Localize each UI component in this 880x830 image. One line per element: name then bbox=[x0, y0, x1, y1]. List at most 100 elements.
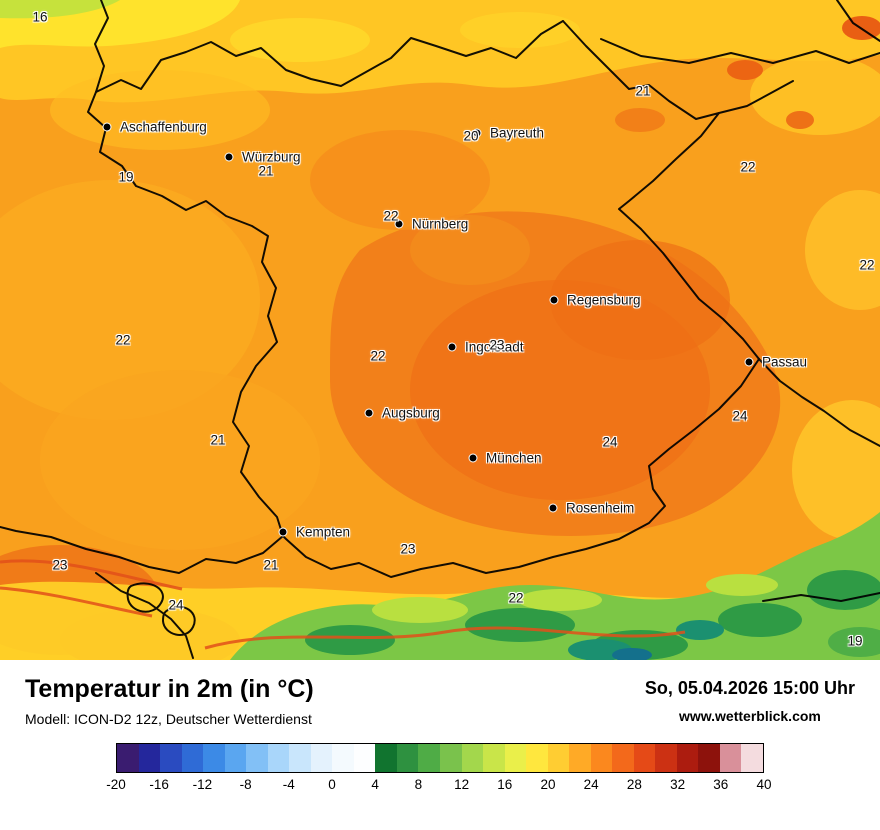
city-dot-icon bbox=[224, 152, 234, 162]
city-dot-icon bbox=[278, 527, 288, 537]
color-legend: -20 -16 -12 -8 -4 0 4 8 12 16 20 24 28 32 36 40 bbox=[106, 743, 772, 797]
legend-cell bbox=[741, 744, 763, 773]
city-marker: Ingolstadt bbox=[447, 339, 524, 355]
legend-cell bbox=[181, 744, 204, 773]
temp-value-label: 22 bbox=[383, 208, 399, 224]
city-marker: Augsburg bbox=[364, 406, 440, 421]
forecast-datetime: So, 05.04.2026 15:00 Uhr bbox=[644, 678, 855, 698]
temp-value-label: 21 bbox=[635, 83, 651, 99]
temp-value-label: 23 bbox=[52, 557, 68, 573]
city-label: Nürnberg bbox=[412, 216, 469, 232]
legend-cell bbox=[160, 744, 182, 773]
temp-value-label: 24 bbox=[732, 408, 748, 424]
city-dot-icon bbox=[102, 122, 112, 132]
legend-cell bbox=[418, 744, 440, 773]
city-dot-icon bbox=[394, 219, 404, 229]
website-url: www.wetterblick.com bbox=[679, 708, 821, 724]
legend-tick: 32 bbox=[670, 777, 686, 793]
weather-map: Aschaffenburg Würzburg Bayreuth Nürnberg Reg… bbox=[0, 0, 880, 660]
temp-value-label: 23 bbox=[400, 541, 416, 557]
city-marker: Würzburg bbox=[224, 149, 301, 165]
legend-cell bbox=[117, 744, 139, 773]
legend-color-bar bbox=[116, 743, 764, 774]
city-label: Bayreuth bbox=[490, 125, 545, 141]
temp-value-label: 16 bbox=[32, 9, 48, 25]
legend-cell bbox=[504, 744, 527, 773]
city-label: Aschaffenburg bbox=[120, 119, 207, 135]
legend-cell bbox=[461, 744, 484, 773]
legend-cell bbox=[590, 744, 613, 773]
temp-value-label: 22 bbox=[508, 590, 524, 606]
legend-tick: -8 bbox=[239, 777, 252, 793]
city-dot-icon bbox=[468, 453, 478, 463]
legend-cell bbox=[569, 744, 591, 773]
city-label: Würzburg bbox=[242, 149, 301, 165]
city-temp-overlay: Aschaffenburg Würzburg Bayreuth Nürnberg Reg… bbox=[32, 9, 875, 649]
legend-cell bbox=[353, 744, 376, 773]
legend-tick: 36 bbox=[713, 777, 729, 793]
legend-cell bbox=[246, 744, 268, 773]
legend-tick: -20 bbox=[106, 777, 126, 793]
temp-value-label: 22 bbox=[859, 257, 875, 273]
footer: Temperatur in 2m (in °C) Modell: ICON-D2… bbox=[0, 660, 880, 830]
legend-cell bbox=[224, 744, 247, 773]
legend-cell bbox=[633, 744, 656, 773]
legend-cell bbox=[138, 744, 161, 773]
legend-cell bbox=[676, 744, 699, 773]
legend-tick: 12 bbox=[454, 777, 470, 793]
city-marker: Kempten bbox=[278, 524, 351, 540]
legend-cell bbox=[547, 744, 570, 773]
city-label: Kempten bbox=[296, 524, 351, 540]
legend-cell bbox=[612, 744, 634, 773]
legend-tick: -16 bbox=[149, 777, 169, 793]
city-marker: Bayreuth bbox=[472, 125, 545, 141]
city-label: Passau bbox=[762, 354, 808, 370]
city-dot-icon bbox=[472, 128, 482, 138]
temp-value-label: 21 bbox=[210, 432, 226, 448]
city-label: München bbox=[486, 450, 542, 466]
city-marker: München bbox=[468, 450, 542, 466]
legend-tick: 40 bbox=[756, 777, 772, 793]
city-label: Ingolstadt bbox=[465, 339, 524, 355]
temp-value-label: 24 bbox=[168, 597, 184, 613]
page-title: Temperatur in 2m (in °C) bbox=[25, 675, 314, 703]
legend-tick: 28 bbox=[626, 777, 642, 793]
legend-tick: -4 bbox=[282, 777, 295, 793]
legend-cell bbox=[439, 744, 462, 773]
temp-value-label: 23 bbox=[489, 337, 505, 353]
legend-cell bbox=[267, 744, 290, 773]
legend-cell bbox=[310, 744, 333, 773]
legend-cell bbox=[203, 744, 225, 773]
legend-cell bbox=[483, 744, 505, 773]
city-dot-icon bbox=[744, 357, 754, 367]
legend-cell bbox=[655, 744, 677, 773]
city-dot-icon bbox=[548, 503, 558, 513]
temp-value-label: 24 bbox=[602, 434, 618, 450]
legend-tick: 24 bbox=[583, 777, 599, 793]
city-marker: Aschaffenburg bbox=[102, 119, 207, 135]
legend-cell bbox=[719, 744, 742, 773]
city-marker: Regensburg bbox=[549, 292, 641, 308]
city-label: Rosenheim bbox=[566, 500, 635, 516]
city-marker: Passau bbox=[744, 354, 808, 370]
city-dot-icon bbox=[364, 408, 374, 418]
temp-value-label: 19 bbox=[847, 633, 863, 649]
legend-cell bbox=[396, 744, 419, 773]
model-info: Modell: ICON-D2 12z, Deutscher Wetterdie… bbox=[25, 711, 312, 728]
temp-value-label: 20 bbox=[463, 128, 479, 144]
legend-cell bbox=[698, 744, 720, 773]
temp-value-label: 19 bbox=[118, 169, 134, 185]
legend-tick: -12 bbox=[192, 777, 213, 793]
temp-value-label: 22 bbox=[370, 348, 386, 364]
legend-tick: 4 bbox=[371, 777, 379, 793]
legend-tick: 8 bbox=[414, 777, 423, 793]
city-dot-icon bbox=[549, 295, 559, 305]
city-marker: Rosenheim bbox=[548, 500, 635, 516]
temperature-field-map bbox=[0, 0, 880, 660]
city-marker: Nürnberg bbox=[394, 216, 469, 232]
city-dot-icon bbox=[447, 342, 457, 352]
temp-value-label: 21 bbox=[263, 557, 279, 573]
city-label: Regensburg bbox=[567, 292, 641, 308]
legend-tick: 20 bbox=[540, 777, 556, 793]
legend-cell bbox=[332, 744, 354, 773]
